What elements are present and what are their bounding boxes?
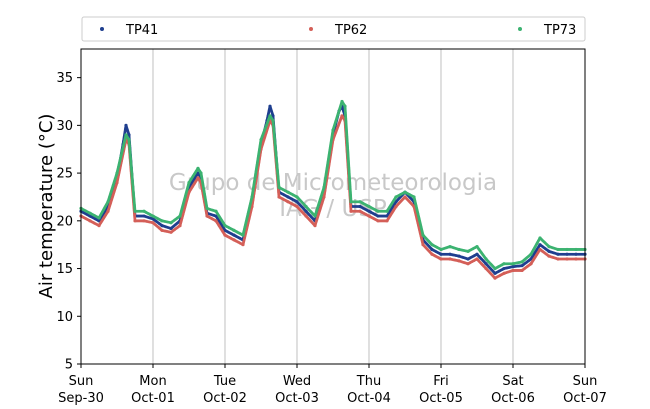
legend-entry-tp41: TP41: [100, 23, 158, 38]
y-tick-label: 5: [65, 358, 73, 373]
y-tick-label: 30: [56, 119, 73, 134]
y-axis: 5 10 15 20 25 30 35: [56, 71, 81, 373]
x-tick-date: Oct-07: [563, 391, 607, 406]
data-series: [79, 99, 587, 280]
legend-marker-tp62: [309, 27, 313, 31]
legend: TP41 TP62 TP73: [81, 16, 586, 42]
x-tick-day: Thu: [356, 374, 381, 389]
y-axis-label: Air temperature (°C): [36, 114, 57, 299]
y-tick-label: 35: [56, 71, 73, 86]
x-tick-day: Fri: [433, 374, 449, 389]
y-tick-label: 15: [56, 262, 73, 277]
x-tick-date: Oct-03: [275, 391, 319, 406]
legend-entry-tp62: TP62: [309, 23, 367, 38]
y-tick-label: 10: [56, 310, 73, 325]
plot-frame: [80, 48, 586, 365]
x-tick-day: Wed: [283, 374, 311, 389]
x-tick-day: Sun: [69, 374, 94, 389]
x-tick-day: Sat: [502, 374, 523, 389]
x-tick-day: Sun: [573, 374, 598, 389]
x-tick-date: Oct-04: [347, 391, 391, 406]
watermark: Grupo de Micrometeorologia IAG / USP: [169, 170, 497, 222]
x-tick-date: Sep-30: [58, 391, 104, 406]
x-tick-date: Oct-05: [419, 391, 463, 406]
x-tick-date: Oct-06: [491, 391, 535, 406]
legend-label-tp41: TP41: [125, 23, 158, 38]
x-tick-date: Oct-02: [203, 391, 247, 406]
legend-marker-tp41: [100, 27, 104, 31]
y-tick-label: 20: [56, 214, 73, 229]
x-axis: Sun Sep-30 Mon Oct-01 Tue Oct-02 Wed Oct-03 Thu O…: [58, 364, 607, 406]
x-tick-day: Tue: [213, 374, 236, 389]
legend-entry-tp73: TP73: [518, 23, 576, 38]
legend-marker-tp73: [518, 27, 522, 31]
legend-frame: [81, 16, 586, 42]
legend-label-tp62: TP62: [334, 23, 367, 38]
series-tp73: [79, 99, 587, 271]
y-tick-label: 25: [56, 167, 73, 182]
watermark-line-1: Grupo de Micrometeorologia: [169, 170, 497, 196]
x-tick-date: Oct-01: [131, 391, 175, 406]
x-tick-day: Mon: [139, 374, 166, 389]
legend-label-tp73: TP73: [543, 23, 576, 38]
